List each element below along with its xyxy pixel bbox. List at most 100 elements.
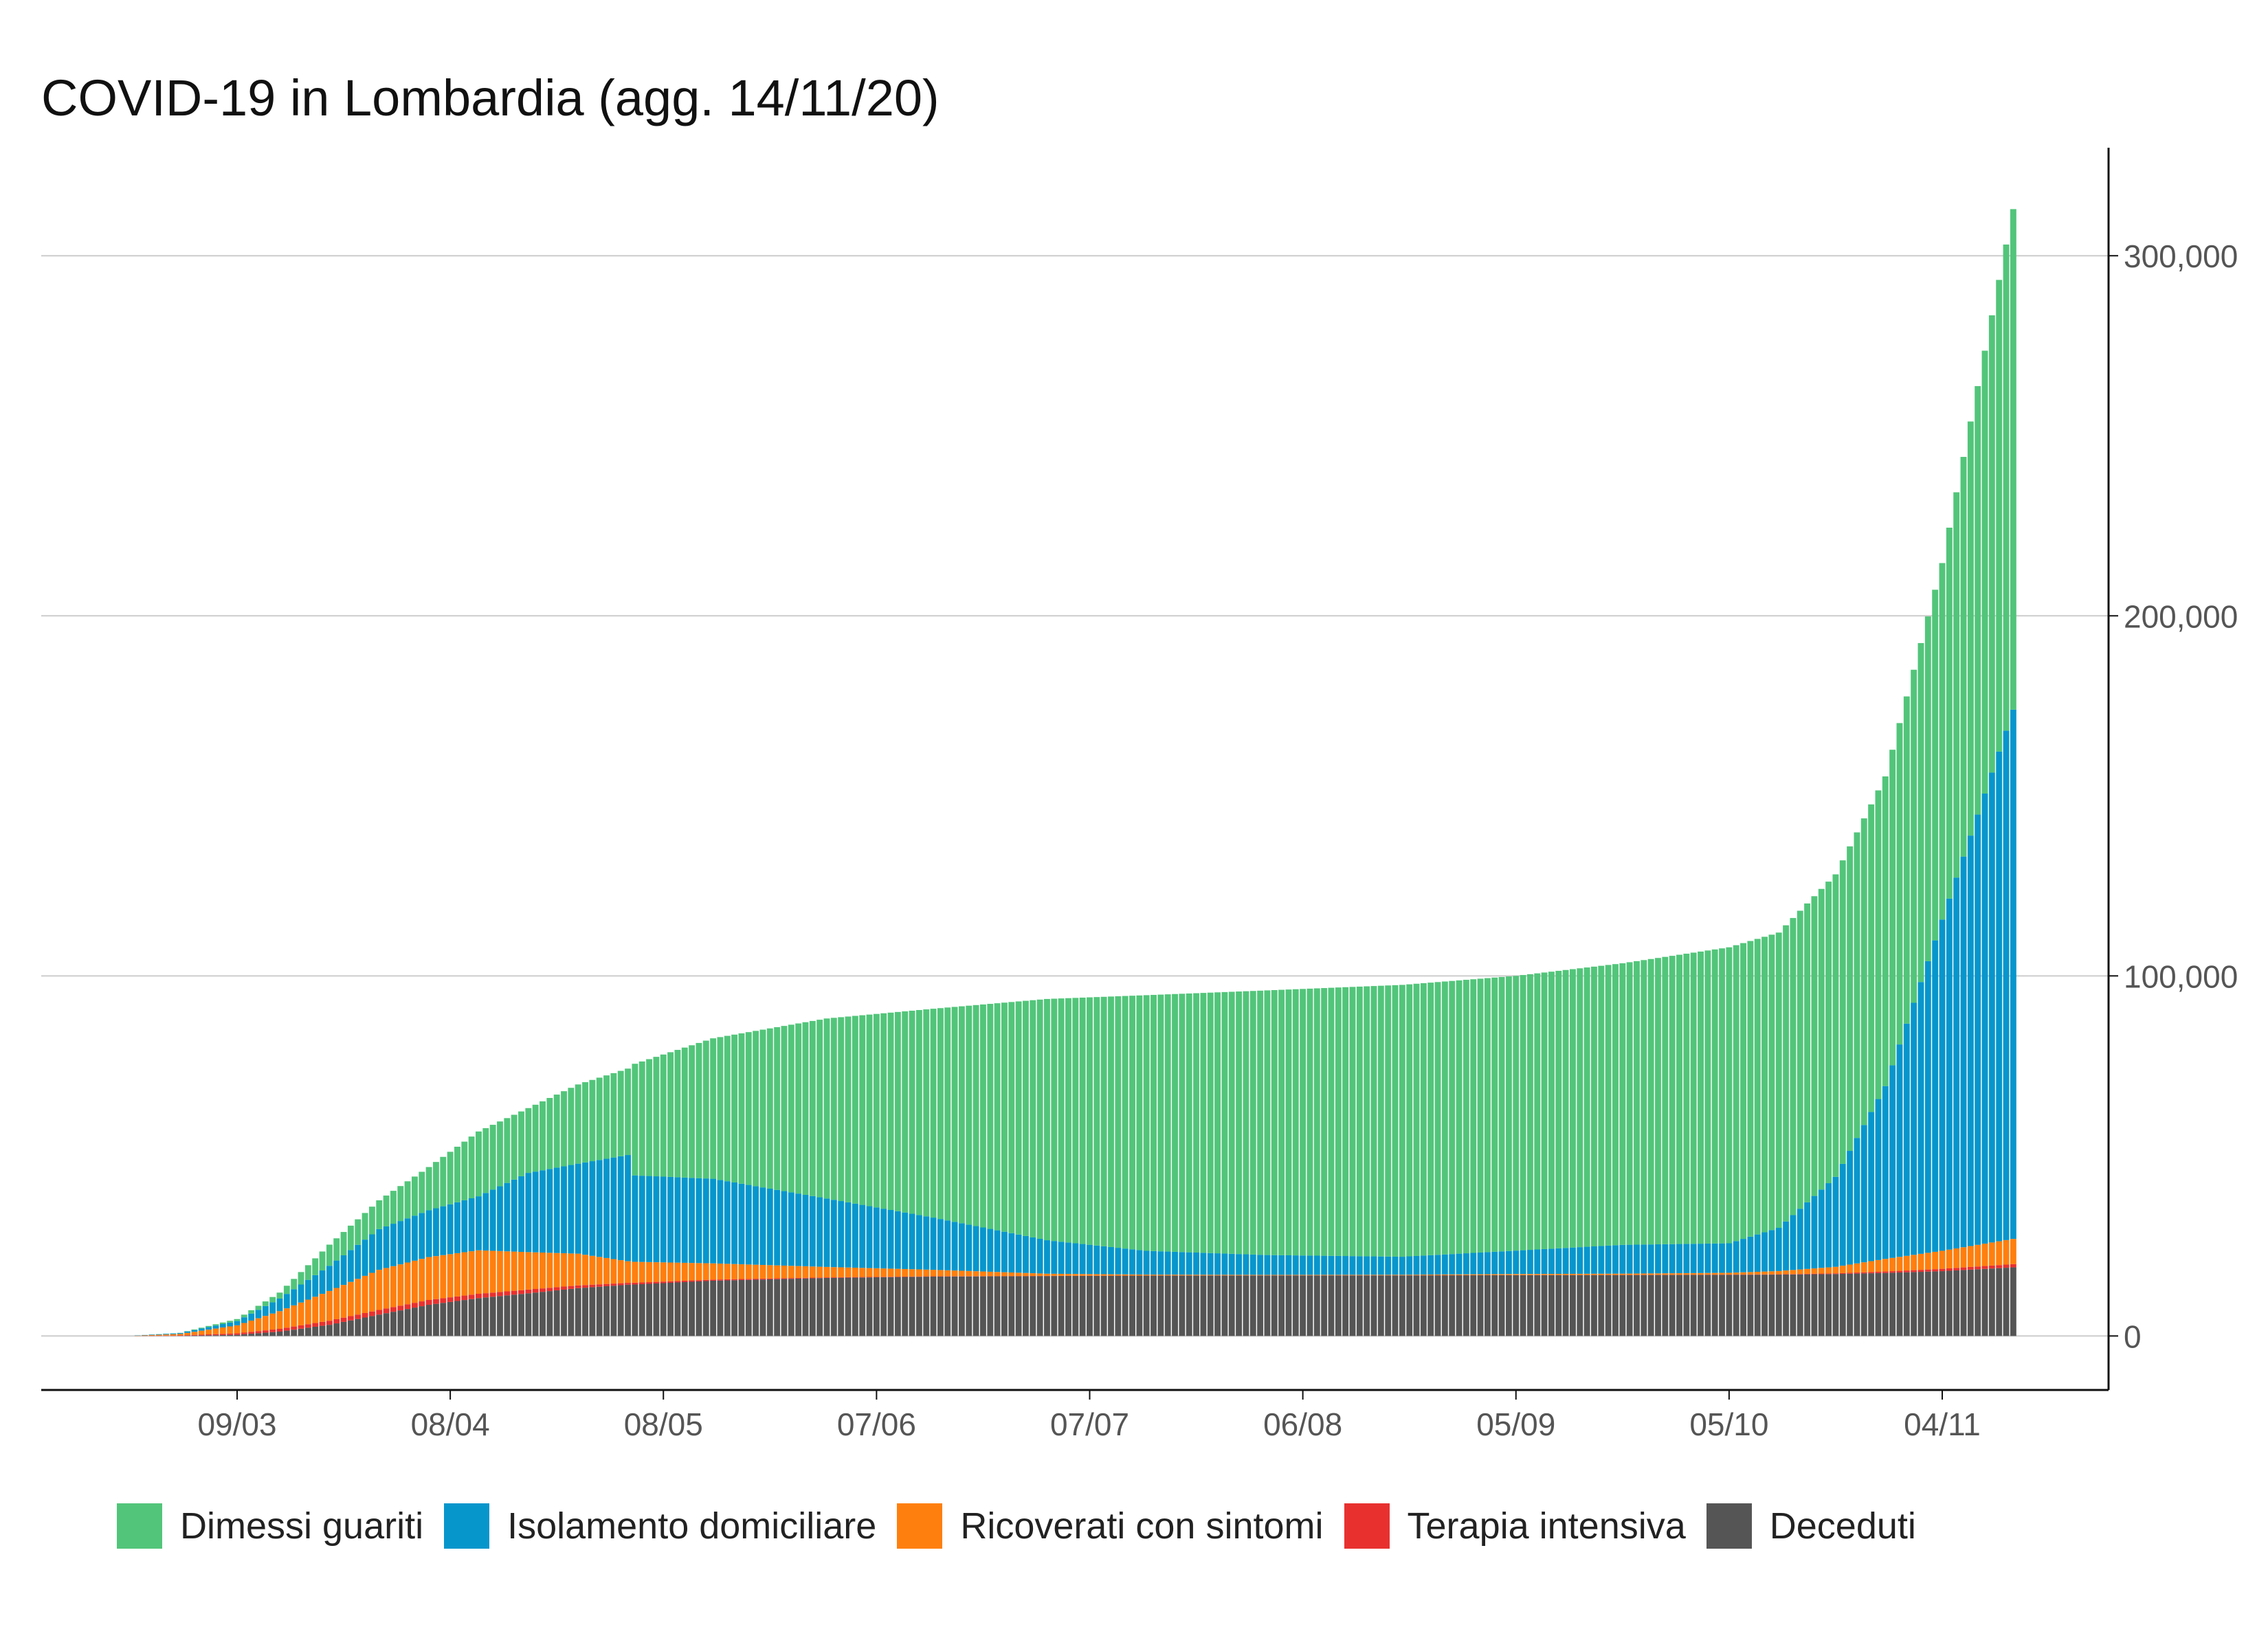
bar-dimessi-guariti (489, 1125, 496, 1190)
bar-dimessi-guariti (1988, 315, 1995, 773)
bar-isolamento-domiciliare (390, 1224, 397, 1266)
bar-dimessi-guariti (1420, 983, 1427, 1256)
bar-deceduti (915, 1277, 922, 1336)
bar-terapia-intensiva (845, 1277, 852, 1278)
bar-terapia-intensiva (1932, 1269, 1939, 1272)
bar-dimessi-guariti (610, 1073, 617, 1158)
bar-deceduti (468, 1299, 475, 1336)
bar-ricoverati-con-sintomi (859, 1268, 866, 1277)
bars (134, 209, 2016, 1336)
bar-isolamento-domiciliare (1591, 1246, 1597, 1274)
bar-dimessi-guariti (930, 1009, 937, 1218)
bar-dimessi-guariti (1427, 983, 1434, 1255)
bar-dimessi-guariti (909, 1010, 915, 1214)
chart-title: COVID-19 in Lombardia (agg. 14/11/20) (41, 69, 940, 126)
bar-dimessi-guariti (866, 1014, 873, 1207)
bar-ricoverati-con-sintomi (617, 1260, 624, 1283)
bar-isolamento-domiciliare (1932, 940, 1939, 1252)
bar-isolamento-domiciliare (2010, 709, 2016, 1239)
bar-deceduti (1434, 1275, 1441, 1336)
bar-isolamento-domiciliare (1385, 1256, 1392, 1275)
bar-deceduti (1313, 1275, 1320, 1336)
bar-deceduti (1698, 1275, 1704, 1336)
bar-dimessi-guariti (1143, 995, 1150, 1251)
bar-dimessi-guariti (987, 1004, 994, 1229)
bar-ricoverati-con-sintomi (1598, 1273, 1605, 1275)
bar-isolamento-domiciliare (1221, 1253, 1228, 1275)
bar-terapia-intensiva (575, 1285, 581, 1288)
bar-ricoverati-con-sintomi (1690, 1272, 1697, 1275)
bar-ricoverati-con-sintomi (830, 1267, 837, 1278)
bar-ricoverati-con-sintomi (191, 1332, 198, 1335)
bar-deceduti (241, 1334, 247, 1336)
bar-terapia-intensiva (710, 1279, 717, 1281)
bar-deceduti (1896, 1272, 1903, 1336)
bar-isolamento-domiciliare (667, 1176, 674, 1263)
bar-dimessi-guariti (504, 1118, 511, 1183)
bar-terapia-intensiva (489, 1292, 496, 1297)
bar-dimessi-guariti (575, 1084, 581, 1164)
bar-deceduti (1072, 1275, 1079, 1336)
bar-dimessi-guariti (638, 1061, 645, 1176)
bar-dimessi-guariti (2010, 209, 2016, 710)
bar-terapia-intensiva (731, 1279, 738, 1281)
bar-dimessi-guariti (1641, 960, 1647, 1245)
bar-ricoverati-con-sintomi (1825, 1267, 1832, 1274)
bar-terapia-intensiva (582, 1285, 588, 1288)
bar-isolamento-domiciliare (1236, 1254, 1243, 1275)
bar-dimessi-guariti (1711, 949, 1718, 1244)
bar-ricoverati-con-sintomi (781, 1265, 788, 1279)
bar-deceduti (1150, 1275, 1157, 1336)
bar-terapia-intensiva (461, 1295, 468, 1301)
bar-terapia-intensiva (326, 1321, 333, 1325)
bar-dimessi-guariti (923, 1009, 930, 1217)
bar-ricoverati-con-sintomi (994, 1272, 1001, 1277)
bar-dimessi-guariti (596, 1077, 603, 1160)
bar-deceduti (532, 1292, 539, 1336)
bar-deceduti (1932, 1271, 1939, 1336)
bar-terapia-intensiva (262, 1330, 269, 1333)
bar-dimessi-guariti (1832, 874, 1839, 1177)
bar-isolamento-domiciliare (880, 1209, 887, 1269)
bar-isolamento-domiciliare (1562, 1248, 1569, 1274)
bar-isolamento-domiciliare (923, 1216, 930, 1270)
bar-isolamento-domiciliare (1513, 1250, 1520, 1275)
bar-isolamento-domiciliare (1249, 1254, 1256, 1275)
bar-deceduti (1164, 1275, 1171, 1336)
bar-ricoverati-con-sintomi (340, 1285, 347, 1318)
bar-terapia-intensiva (205, 1334, 212, 1336)
bar-dimessi-guariti (1868, 804, 1875, 1112)
bar-ricoverati-con-sintomi (1541, 1274, 1548, 1275)
bar-terapia-intensiva (184, 1335, 191, 1336)
bar-dimessi-guariti (1939, 563, 1946, 920)
bar-deceduti (1811, 1274, 1818, 1336)
bar-ricoverati-con-sintomi (894, 1268, 901, 1277)
bar-isolamento-domiciliare (461, 1200, 468, 1253)
bar-dimessi-guariti (1775, 932, 1782, 1229)
bar-terapia-intensiva (830, 1277, 837, 1278)
y-tick-label: 0 (2124, 1319, 2142, 1354)
bar-deceduti (1129, 1275, 1135, 1336)
bar-terapia-intensiva (1839, 1272, 1846, 1275)
bar-deceduti (1001, 1276, 1008, 1336)
bar-deceduti (1839, 1274, 1846, 1336)
bar-dimessi-guariti (546, 1098, 553, 1169)
bar-ricoverati-con-sintomi (368, 1272, 375, 1312)
bar-deceduti (333, 1323, 340, 1336)
bar-terapia-intensiva (1860, 1272, 1867, 1274)
bar-dimessi-guariti (1889, 750, 1896, 1066)
bar-dimessi-guariti (511, 1114, 518, 1180)
x-tick-label: 04/11 (1904, 1406, 1981, 1442)
bar-deceduti (1740, 1275, 1746, 1336)
bar-terapia-intensiva (333, 1319, 340, 1324)
bar-isolamento-domiciliare (568, 1165, 575, 1254)
bar-deceduti (944, 1276, 951, 1336)
bar-ricoverati-con-sintomi (248, 1321, 255, 1332)
bar-isolamento-domiciliare (823, 1198, 830, 1267)
bar-ricoverati-con-sintomi (795, 1266, 802, 1278)
bar-terapia-intensiva (1960, 1267, 1967, 1270)
bar-isolamento-domiciliare (1740, 1239, 1746, 1272)
bar-isolamento-domiciliare (1036, 1238, 1043, 1274)
bar-terapia-intensiva (788, 1278, 794, 1279)
bar-isolamento-domiciliare (148, 1334, 155, 1336)
